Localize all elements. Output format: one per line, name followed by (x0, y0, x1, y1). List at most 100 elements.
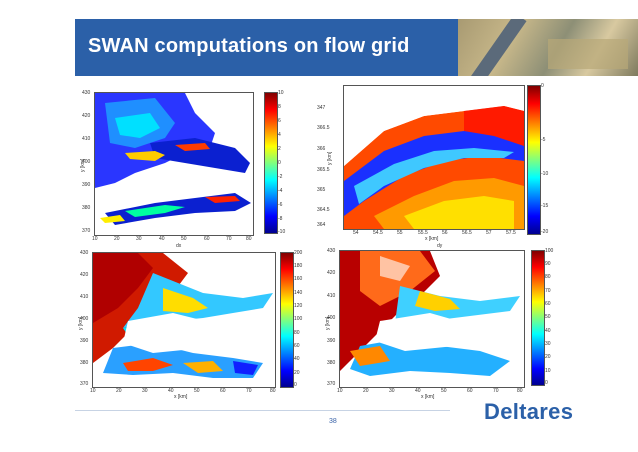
plot-bl-ytick: 390 (80, 338, 89, 344)
plot-dy-ytick: 364.5 (317, 207, 330, 213)
plot-dx-ytick: 420 (82, 113, 91, 119)
plot-br-ytick: 430 (327, 248, 336, 254)
plot-dx-ytick: 400 (82, 159, 91, 165)
plot-dx-xtick: 20 (114, 236, 120, 242)
plot-dx-xtick: 40 (159, 236, 165, 242)
plot-br-ytick: 420 (327, 270, 336, 276)
plot-dy-ytick: 366 (317, 146, 326, 152)
plot-br-xtick: 80 (517, 388, 523, 394)
plot-bl-cbtick: 100 (294, 316, 303, 322)
plot-dx-ytick: 410 (82, 136, 91, 142)
plot-br-area (339, 250, 525, 388)
plot-dy-cbtick: -5 (541, 137, 546, 143)
plot-bl-cbtick: 40 (294, 356, 300, 362)
plot-dx-cbtick: -6 (278, 202, 283, 208)
plot-dy-cbtick: -20 (541, 229, 549, 235)
plot-dy-ytick: 365 (317, 187, 326, 193)
plot-bottom-right: 430 420 410 400 390 380 370 y [km] 10 20… (325, 248, 560, 402)
plot-br-xtick: 20 (363, 388, 369, 394)
plot-br-xtick: 40 (415, 388, 421, 394)
plot-bl-xtick: 80 (270, 388, 276, 394)
plot-dx-cbtick: 2 (278, 146, 281, 152)
plot-dy-subtitle: dy (437, 243, 443, 249)
header-photo (458, 19, 638, 76)
header-photo-field (548, 39, 628, 69)
plot-dy-xtick: 57 (486, 230, 492, 236)
plot-dy-xtick: 56.5 (462, 230, 472, 236)
plot-dy-colorbar (527, 85, 541, 235)
plot-br-cbtick: 100 (545, 248, 554, 254)
plot-dy-ylabel: y [km] (327, 151, 333, 165)
plot-dy: 347 366.5 366 365.5 365 364.5 364 y [km]… (317, 83, 560, 250)
plot-dx-cbtick: -2 (278, 174, 283, 180)
plot-bl-ytick: 420 (80, 272, 89, 278)
plot-bl-ytick: 430 (80, 250, 89, 256)
plot-br-ytick: 380 (327, 360, 336, 366)
slide-header (75, 19, 638, 76)
plot-dy-xtick: 55.5 (418, 230, 428, 236)
plot-br-ylabel: y [km] (325, 316, 331, 330)
plot-br-cbtick: 70 (545, 288, 551, 294)
deltares-logo: Deltares (484, 399, 574, 424)
plot-dy-cbtick: -10 (541, 171, 549, 177)
plot-bl-xtick: 70 (246, 388, 252, 394)
plot-dy-cbtick: -15 (541, 203, 549, 209)
plot-dx-cbtick: -4 (278, 188, 283, 194)
plot-bl-area (92, 252, 276, 388)
plot-bl-cbtick: 200 (294, 250, 303, 256)
plot-br-xtick: 30 (389, 388, 395, 394)
plot-br-field (340, 251, 520, 376)
plot-bl-xtick: 60 (220, 388, 226, 394)
plot-bl-xtick: 20 (116, 388, 122, 394)
plot-dx-xtick: 70 (226, 236, 232, 242)
plot-br-cbtick: 90 (545, 261, 551, 267)
plot-bl-ytick: 370 (80, 381, 89, 387)
plot-dx-cbtick: 4 (278, 132, 281, 138)
plot-bl-cbtick: 140 (294, 290, 303, 296)
plot-dy-field (344, 86, 524, 229)
plot-bl-xtick: 10 (90, 388, 96, 394)
plot-dx-ylabel: y [km] (80, 158, 86, 172)
plot-dy-xtick: 54.5 (373, 230, 383, 236)
plot-dy-area (343, 85, 525, 230)
plot-dx-ytick: 370 (82, 228, 91, 234)
plot-br-xtick: 10 (337, 388, 343, 394)
plot-dx-colorbar (264, 92, 278, 234)
plot-dx-cbtick: 8 (278, 104, 281, 110)
plot-dy-ytick: 366.5 (317, 125, 330, 131)
plot-bl-ytick: 400 (80, 316, 89, 322)
plot-dx-cbtick: -10 (278, 229, 286, 235)
plot-dx-xtick: 80 (246, 236, 252, 242)
slide-title: SWAN computations on flow grid (88, 35, 410, 57)
plot-bl-ytick: 380 (80, 360, 89, 366)
plot-bl-xlabel: x [km] (174, 394, 188, 400)
plot-bl-ytick: 410 (80, 294, 89, 300)
plot-br-cbtick: 20 (545, 354, 551, 360)
plot-dy-xtick: 54 (353, 230, 359, 236)
plot-br-ytick: 410 (327, 293, 336, 299)
plot-bl-cbtick: 20 (294, 370, 300, 376)
plot-bl-colorbar (280, 252, 294, 388)
plot-bl-field (93, 253, 273, 378)
plot-bl-cbtick: 80 (294, 330, 300, 336)
plot-br-xlabel: x [km] (421, 394, 435, 400)
plot-bl-xtick: 40 (168, 388, 174, 394)
plot-dx-ytick: 430 (82, 90, 91, 96)
plot-br-xtick: 60 (467, 388, 473, 394)
plot-br-xtick: 70 (493, 388, 499, 394)
plot-dx-cbtick: 6 (278, 118, 281, 124)
plot-br-xtick: 50 (441, 388, 447, 394)
plot-dx-ytick: 380 (82, 205, 91, 211)
header-photo-road (463, 19, 527, 76)
plot-dy-ytick: 365.5 (317, 167, 330, 173)
plot-br-cbtick: 10 (545, 368, 551, 374)
plot-dx-xtick: 10 (92, 236, 98, 242)
plot-dy-cbtick: 0 (541, 83, 544, 89)
plot-dx-xtick: 60 (204, 236, 210, 242)
plot-bl-cbtick: 180 (294, 263, 303, 269)
plot-dx-cbtick: 0 (278, 160, 281, 166)
plot-br-cbtick: 80 (545, 274, 551, 280)
plot-dx-cbtick: -8 (278, 216, 283, 222)
plot-dy-ytick: 347 (317, 105, 326, 111)
plot-dx: 430 420 410 400 390 380 370 y [km] 10 20… (80, 90, 290, 252)
